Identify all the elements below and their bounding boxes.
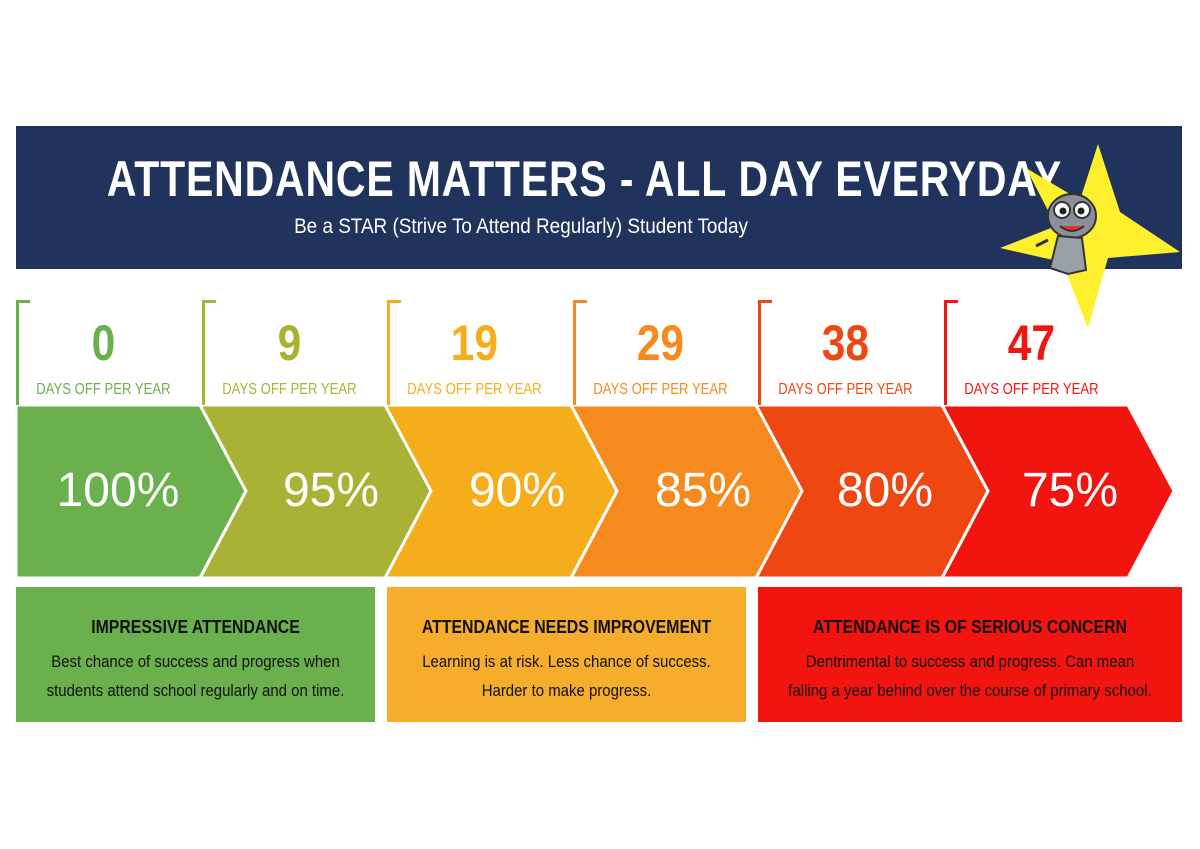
days-off-number: 47 [1007,315,1056,371]
page-title: ATTENDANCE MATTERS - ALL DAY EVERYDAY [106,151,1063,207]
category-description: Learning is at risk. Less chance of succ… [422,652,711,700]
category-title: IMPRESSIVE ATTENDANCE [91,617,300,637]
stage-header: 38 DAYS OFF PER YEAR [758,300,933,405]
attendance-percent: 75% [1021,464,1119,517]
category-title: ATTENDANCE NEEDS IMPROVEMENT [421,617,712,637]
days-off-label: DAYS OFF PER YEAR [778,381,913,398]
attendance-percent: 80% [836,464,934,517]
days-off-label: DAYS OFF PER YEAR [407,381,542,398]
attendance-percent: 85% [654,464,752,517]
days-off-label: DAYS OFF PER YEAR [964,381,1099,398]
gecko-mascot-icon [1035,193,1097,276]
days-off-label: DAYS OFF PER YEAR [36,381,171,398]
stage-header: 0 DAYS OFF PER YEAR [16,300,191,405]
page-subtitle: Be a STAR (Strive To Attend Regularly) S… [294,215,748,238]
category-description: Dentrimental to success and progress. Ca… [788,652,1152,700]
days-off-label: DAYS OFF PER YEAR [593,381,728,398]
stage-header: 19 DAYS OFF PER YEAR [387,300,562,405]
attendance-percent: 90% [468,464,566,517]
category-description: Best chance of success and progress when… [46,652,345,700]
stage-header: 47 DAYS OFF PER YEAR [944,300,1119,405]
stage-bracket [16,300,30,405]
star-shape [1000,144,1180,328]
attendance-category-box: ATTENDANCE IS OF SERIOUS CONCERN Dentrime… [758,587,1182,722]
days-off-number: 0 [91,315,116,371]
stage-bracket [387,300,401,405]
days-off-label: DAYS OFF PER YEAR [222,381,357,398]
attendance-category-box: IMPRESSIVE ATTENDANCE Best chance of succ… [16,587,375,722]
star-mascot-icon [1000,144,1180,328]
attendance-category-box: ATTENDANCE NEEDS IMPROVEMENT Learning is … [387,587,746,722]
stage-bracket [758,300,772,405]
header-banner: ATTENDANCE MATTERS - ALL DAY EVERYDAY Be… [16,126,1182,269]
days-off-number: 19 [450,315,499,371]
days-off-number: 38 [821,315,870,371]
stage-header: 9 DAYS OFF PER YEAR [202,300,377,405]
stage-bracket [944,300,958,405]
days-off-number: 29 [636,315,685,371]
stage-bracket [573,300,587,405]
days-off-number: 9 [277,315,302,371]
stage-header: 29 DAYS OFF PER YEAR [573,300,748,405]
chevron-5 [939,403,1176,580]
stage-bracket [202,300,216,405]
attendance-percent: 95% [282,464,380,517]
attendance-percent: 100% [56,464,180,517]
category-title: ATTENDANCE IS OF SERIOUS CONCERN [813,617,1127,637]
